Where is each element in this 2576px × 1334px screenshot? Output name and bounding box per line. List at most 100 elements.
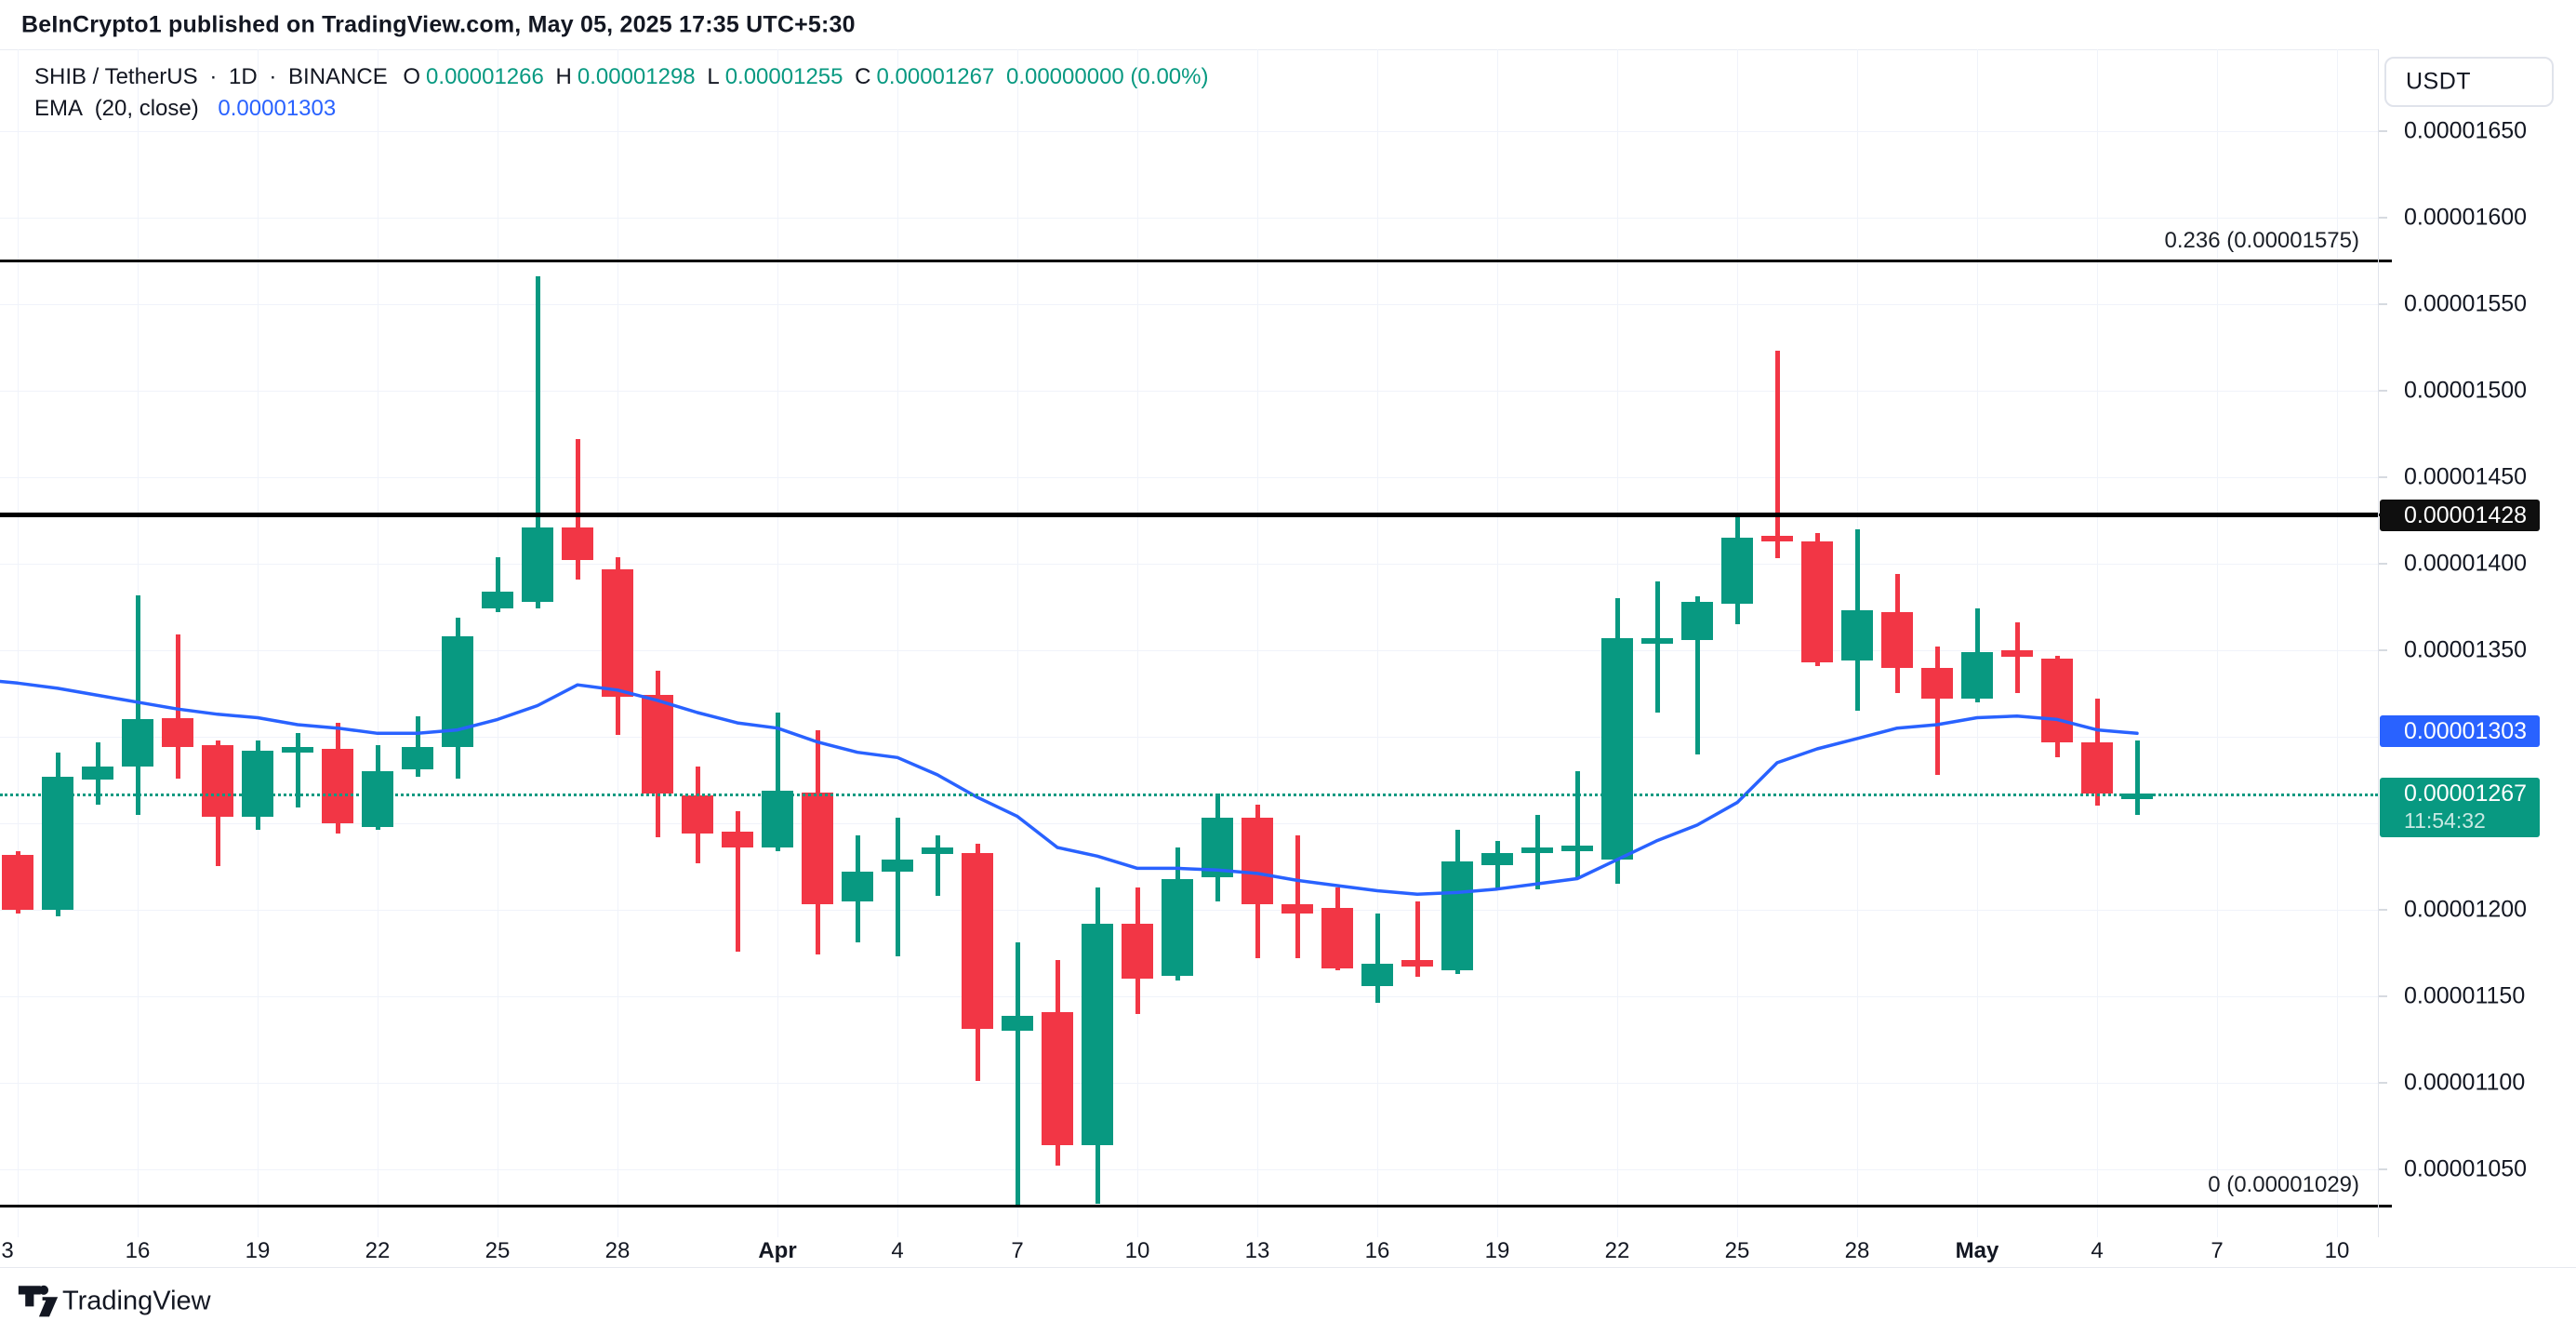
candle-body [2121, 794, 2153, 800]
grid-hline [0, 564, 2378, 565]
price-tick-mark [2379, 563, 2387, 565]
interval-label[interactable]: 1D [228, 64, 258, 89]
candle-body [1242, 818, 1273, 905]
level-price-badge-value: 0.00001428 [2404, 501, 2528, 528]
candle-body [1441, 860, 1473, 971]
level-tick-mark [2379, 1204, 2392, 1207]
price-tick-mark [2379, 1082, 2387, 1084]
candle-wick [416, 715, 420, 777]
price-tick-mark [2379, 649, 2387, 651]
candle-body [1002, 1015, 1033, 1032]
candle-wick [1495, 840, 1500, 891]
price-tick-label: 0.00001400 [2404, 550, 2528, 577]
candle-body [1361, 963, 1393, 986]
price-tick-mark [2379, 476, 2387, 478]
candle-body [1841, 610, 1873, 661]
time-tick-label: 10 [2324, 1238, 2350, 1263]
candle-body [1561, 846, 1593, 852]
candle-body [762, 790, 793, 848]
candle-body [1401, 959, 1433, 967]
grid-hline [0, 1083, 2378, 1084]
price-tick-mark [2379, 303, 2387, 305]
level-label-fib-0: 0 (0.00001029) [2208, 1172, 2359, 1198]
grid-vline [1257, 49, 1258, 1237]
candle-body [1321, 908, 1353, 969]
candle-body [1601, 638, 1633, 860]
grid-hline [0, 996, 2378, 997]
candle-body [82, 766, 113, 780]
price-tick-label: 0.00001200 [2404, 896, 2528, 923]
level-label-fib-0.236: 0.236 (0.00001575) [2164, 227, 2359, 253]
time-tick-label: 16 [125, 1238, 151, 1263]
time-tick-label: 7 [2211, 1238, 2224, 1263]
candle-wick [1775, 351, 1780, 559]
separator-dot: · [209, 64, 218, 89]
plot-area[interactable]: 0.236 (0.00001575) 0 (0.00001029) [0, 49, 2378, 1237]
grid-vline [1377, 49, 1378, 1237]
time-axis[interactable]: 3 16 19 22 25 28 Apr 4 7 10 13 16 19 22 25 28 May 4 7 10 [0, 1237, 2576, 1267]
candle-body [1961, 651, 1993, 700]
candle-wick [176, 634, 180, 779]
currency-toggle-button[interactable]: USDT [2384, 57, 2554, 107]
ema-label[interactable]: EMA [34, 96, 84, 121]
published-bar: BeInCrypto1 published on TradingView.com… [0, 0, 2576, 50]
candle-body [1281, 904, 1313, 914]
price-tick-mark [2379, 390, 2387, 392]
candle-body [1881, 612, 1913, 668]
candle-wick [136, 594, 140, 815]
open-label: O [403, 64, 421, 89]
candle-wick [736, 811, 740, 952]
price-tick-mark [2379, 130, 2387, 132]
time-tick-label: 3 [1, 1238, 14, 1263]
time-tick-label: 4 [891, 1238, 904, 1263]
time-tick-label: May [1955, 1238, 1999, 1263]
time-tick-label: 28 [604, 1238, 631, 1263]
published-text: BeInCrypto1 published on TradingView.com… [21, 11, 856, 37]
level-tick-mark [2379, 260, 2392, 262]
symbol-row: SHIB / TetherUS · 1D · BINANCE O 0.000012… [34, 61, 1214, 93]
candle-wick [1575, 771, 1580, 879]
time-tick-label: 7 [1011, 1238, 1024, 1263]
price-tick-label: 0.00001050 [2404, 1155, 2528, 1182]
ema-price-badge-value: 0.00001303 [2404, 718, 2528, 745]
tradingview-logo-icon[interactable] [17, 1280, 60, 1324]
candle-body [1801, 540, 1833, 662]
exchange-label: BINANCE [288, 64, 388, 89]
time-tick-label: 16 [1364, 1238, 1390, 1263]
price-tick-mark [2379, 995, 2387, 997]
grid-vline [1137, 49, 1138, 1237]
grid-vline [897, 49, 898, 1237]
candle-body [1042, 1011, 1073, 1145]
open-value: 0.00001266 [426, 64, 544, 89]
grid-hline [0, 823, 2378, 824]
time-tick-label: 25 [485, 1238, 511, 1263]
candle-body [1481, 852, 1513, 865]
candle-wick [936, 835, 940, 897]
tradingview-brand-text[interactable]: TradingView [62, 1286, 211, 1316]
grid-hline [0, 131, 2378, 132]
level-line-fib-0 [0, 1204, 2378, 1207]
price-tick-label: 0.00001500 [2404, 377, 2528, 404]
candle-body [2, 854, 33, 910]
candle-body [562, 527, 593, 561]
grid-hline [0, 218, 2378, 219]
candle-body [602, 568, 633, 698]
candle-wick [536, 276, 540, 609]
candle-wick [1295, 835, 1300, 959]
symbol-name[interactable]: SHIB / TetherUS [34, 64, 198, 89]
grid-vline [1497, 49, 1498, 1237]
candle-body [122, 719, 153, 767]
grid-hline [0, 737, 2378, 738]
candle-wick [1415, 900, 1420, 978]
price-tick-label: 0.00001350 [2404, 636, 2528, 663]
grid-vline [258, 49, 259, 1237]
candle-body [2001, 650, 2033, 658]
ema-params: (20, close) [94, 96, 199, 121]
time-tick-label: 22 [365, 1238, 391, 1263]
candle-body [682, 795, 713, 834]
last-price-badge: 0.00001267 11:54:32 [2380, 778, 2540, 838]
price-axis[interactable]: USDT 0.00001650 0.00001600 0.00001550 0.000… [2378, 49, 2576, 1237]
price-tick-mark [2379, 1168, 2387, 1170]
footer-bar: TradingView [0, 1267, 2576, 1334]
